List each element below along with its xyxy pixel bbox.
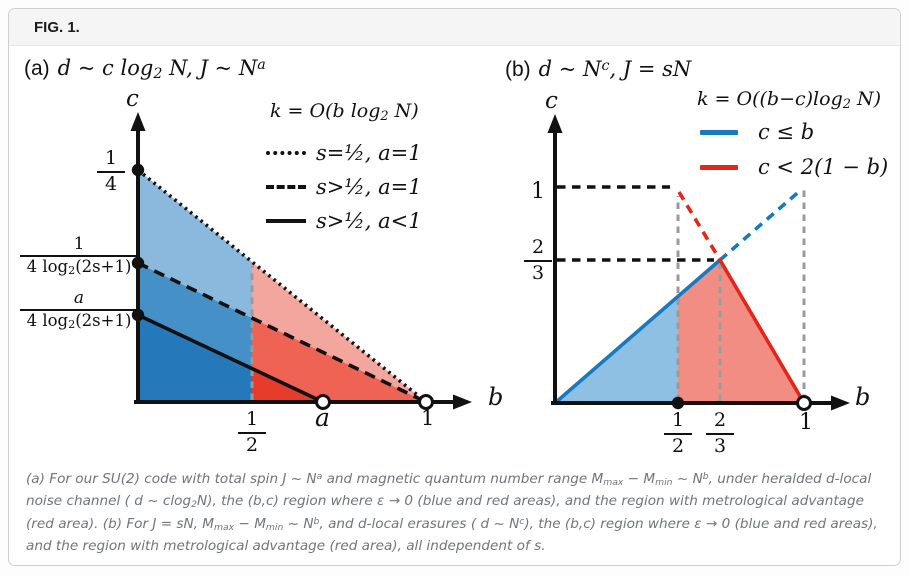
fraction-denominator: 4 bbox=[104, 173, 118, 195]
legend-item-label: s>½, a<1 bbox=[316, 209, 422, 233]
panel-a-xtick-one: 1 bbox=[421, 406, 435, 430]
panel-b-title-math: d ~ Nc, J = sN bbox=[538, 57, 692, 81]
panel-b-xtick-twothirds: 2 3 bbox=[706, 408, 734, 457]
figure-header: FIG. 1. bbox=[9, 9, 900, 46]
legend-item-label: s=½, a=1 bbox=[316, 141, 422, 165]
fraction-numerator: 2 bbox=[524, 235, 552, 262]
fraction-numerator: 2 bbox=[706, 408, 734, 435]
panel-a-legend-title: k = O(b log2 N) bbox=[270, 100, 419, 124]
dashed-line-swatch-icon bbox=[266, 185, 306, 189]
panel-a-title-math: d ~ c log2 N, J ~ Na bbox=[57, 56, 266, 82]
panel-b-xtick-half: 1 2 bbox=[664, 408, 692, 457]
dotted-line-swatch-icon bbox=[266, 151, 306, 155]
fraction-denominator: 2 bbox=[671, 435, 685, 457]
panel-a-title-prefix: (a) bbox=[24, 57, 50, 80]
panel-a-ytick-one-quarter: 1 4 bbox=[97, 146, 125, 195]
panel-b-y-axis-label: c bbox=[545, 88, 558, 114]
panel-a-title: (a) d ~ c log2 N, J ~ Na bbox=[24, 56, 266, 81]
panel-b-legend: c ≤ b c < 2(1 − b) bbox=[700, 119, 888, 180]
panel-a-ytick-low: a 4 log2(2s+1) bbox=[20, 288, 138, 330]
fraction-denominator: 3 bbox=[713, 435, 727, 457]
panel-b-legend-title: k = O((b−c)log2 N) bbox=[697, 88, 882, 112]
fraction-numerator: 1 bbox=[664, 408, 692, 435]
panel-b-ytick-twothirds: 2 3 bbox=[524, 235, 552, 284]
figure-caption: (a) For our SU(2) code with total spin J… bbox=[26, 470, 878, 555]
legend-item-label: s>½, a=1 bbox=[316, 175, 422, 199]
panel-a-x-axis-label: b bbox=[488, 383, 504, 411]
panel-a-xtick-a: a bbox=[315, 403, 330, 432]
panel-a-xtick-half: 1 2 bbox=[238, 407, 266, 456]
fraction-denominator: 2 bbox=[245, 434, 259, 456]
panel-a-y-axis-label: c bbox=[126, 86, 139, 112]
panel-b-title: (b) d ~ Nc, J = sN bbox=[505, 57, 691, 82]
legend-item-label: c < 2(1 − b) bbox=[758, 155, 889, 179]
panel-a-ytick-mid: 1 4 log2(2s+1) bbox=[20, 234, 138, 276]
panel-a-legend: s=½, a=1 s>½, a=1 s>½, a<1 bbox=[266, 140, 422, 234]
panel-b-legend-item-red: c < 2(1 − b) bbox=[700, 154, 888, 180]
panel-a-legend-item-solid: s>½, a<1 bbox=[266, 208, 422, 234]
panel-a-legend-item-dotted: s=½, a=1 bbox=[266, 140, 422, 166]
fraction-denominator: 4 log2(2s+1) bbox=[26, 257, 132, 278]
panel-b-title-prefix: (b) bbox=[505, 58, 531, 81]
fraction-denominator: 3 bbox=[531, 262, 545, 284]
figure-label: FIG. 1. bbox=[34, 18, 80, 36]
legend-item-label: c ≤ b bbox=[758, 120, 815, 144]
red-line-swatch-icon bbox=[700, 164, 738, 170]
panel-b-xtick-one: 1 bbox=[799, 410, 813, 435]
fraction-denominator: 4 log2(2s+1) bbox=[26, 311, 132, 332]
fraction-numerator: a bbox=[20, 288, 138, 311]
fraction-numerator: 1 bbox=[97, 146, 125, 173]
fraction-numerator: 1 bbox=[238, 407, 266, 434]
blue-line-swatch-icon bbox=[700, 129, 738, 135]
panel-b-ytick-one: 1 bbox=[531, 179, 545, 204]
panel-a-legend-item-dashed: s>½, a=1 bbox=[266, 174, 422, 200]
panel-b-x-axis-label: b bbox=[855, 383, 871, 411]
solid-line-swatch-icon bbox=[266, 219, 306, 223]
panel-b-legend-item-blue: c ≤ b bbox=[700, 119, 888, 145]
fraction-numerator: 1 bbox=[20, 234, 138, 257]
